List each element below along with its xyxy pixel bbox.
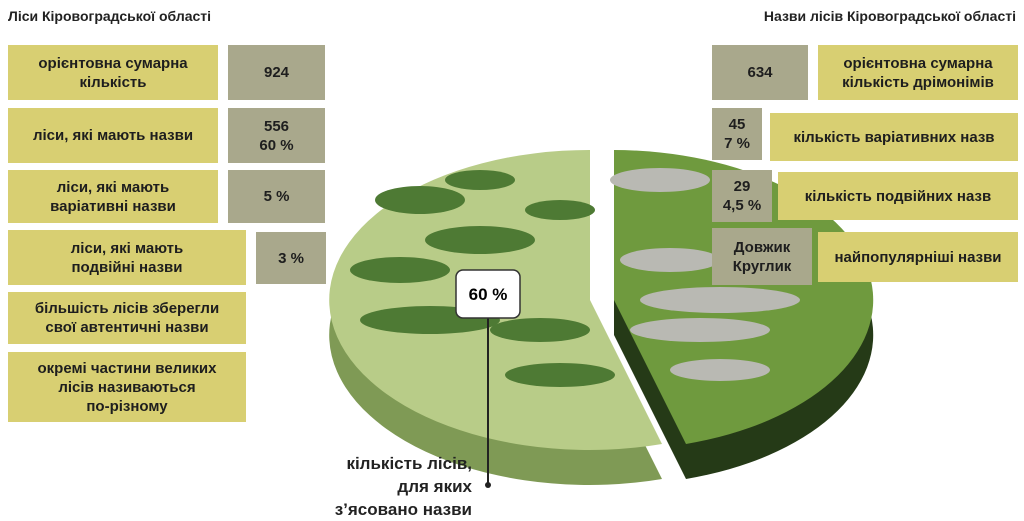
left-label-line: лісів називаються: [58, 378, 195, 397]
left-label-line: по-різному: [86, 397, 167, 416]
right-title: Назви лісів Кіровоградської області: [764, 8, 1016, 24]
right-label-line: орієнтовна сумарна: [843, 54, 992, 73]
callout-dot: [485, 482, 491, 488]
caption-line: кількість лісів,: [335, 452, 472, 475]
right-label-line: найпопулярніші назви: [834, 248, 1001, 267]
right-value-line: 29: [734, 177, 751, 196]
right-value-line: Круглик: [733, 257, 792, 276]
left-label-line: орієнтовна сумарна: [38, 54, 187, 73]
left-value: 5 %: [228, 170, 325, 223]
left-label: ліси, які мають назви: [8, 108, 218, 163]
left-label-line: ліси, які мають: [57, 178, 169, 197]
left-label-line: ліси, які мають: [71, 239, 183, 258]
page: 60 % Ліси Кіровоградської області Назви …: [0, 0, 1024, 514]
right-label: кількість подвійних назв: [778, 172, 1018, 220]
left-value: 924: [228, 45, 325, 100]
left-label-line: окремі частини великих: [37, 359, 216, 378]
pie-label: 60 %: [469, 285, 508, 304]
right-label: найпопулярніші назви: [818, 232, 1018, 282]
right-label-line: кількість подвійних назв: [805, 187, 991, 206]
left-value-line: 924: [264, 63, 289, 82]
left-title: Ліси Кіровоградської області: [8, 8, 211, 24]
right-value-line: 45: [729, 115, 746, 134]
right-label-line: кількість варіативних назв: [793, 128, 994, 147]
left-label-line: кількість: [79, 73, 146, 92]
left-value-line: 5 %: [264, 187, 290, 206]
right-value-line: 634: [747, 63, 772, 82]
left-label-line: ліси, які мають назви: [33, 126, 193, 145]
left-label-line: свої автентичні назви: [45, 318, 208, 337]
right-label: кількість варіативних назв: [770, 113, 1018, 161]
left-value: 3 %: [256, 232, 326, 284]
left-value-line: 60 %: [259, 136, 293, 155]
left-label-line: більшість лісів зберегли: [35, 299, 219, 318]
left-label-line: варіативні назви: [50, 197, 176, 216]
right-value: 634: [712, 45, 808, 100]
right-value-line: 7 %: [724, 134, 750, 153]
right-value-line: 4,5 %: [723, 196, 761, 215]
caption-line: для яких: [335, 475, 472, 498]
left-value-line: 556: [264, 117, 289, 136]
right-label-line: кількість дрімонімів: [842, 73, 994, 92]
left-value-line: 3 %: [278, 249, 304, 268]
left-label-line: подвійні назви: [71, 258, 182, 277]
right-value-line: Довжик: [734, 238, 790, 257]
caption-line: з’ясовано назви: [335, 498, 472, 521]
